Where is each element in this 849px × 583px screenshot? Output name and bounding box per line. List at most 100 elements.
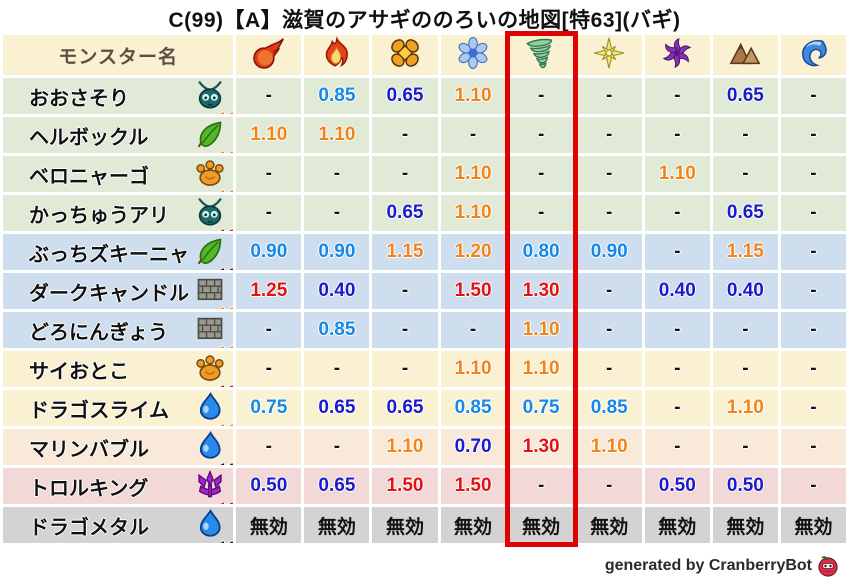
resistance-value: 1.50 [454,475,492,496]
resistance-value: - [674,319,681,340]
resistance-value: 無効 [590,516,629,538]
resistance-value: - [606,319,613,340]
value-cell: 1.10 [508,312,574,348]
resistance-value: - [537,163,545,184]
table-row: どろにんぎょう 1.1 - 0.85 - - 1.10 - - - - [3,312,846,348]
resistance-value: - [674,85,681,106]
resistance-value: - [401,124,409,145]
value-cell: 0.65 [304,468,370,504]
resistance-value: 1.10 [454,163,492,184]
resistance-table: モンスター名 おおさそり1.1-0.850.651.10---0.65-ヘルボッ… [0,32,849,546]
monster-name-cell: かっちゅうアリ 1.2 [3,195,234,231]
resistance-value: - [742,358,749,379]
resistance-value: 0.80 [522,241,560,262]
resistance-value: - [265,358,272,379]
ice-icon [456,36,490,70]
resistance-value: - [674,436,681,457]
value-cell: - [372,117,438,153]
value-cell: - [236,312,302,348]
value-cell: 1.10 [304,117,370,153]
resistance-value: 1.10 [590,436,628,457]
resistance-value: 1.10 [522,358,560,379]
resistance-value: - [810,280,817,301]
brick-icon: 1.1 [195,275,233,309]
resistance-value: 0.65 [386,397,424,418]
resistance-value: - [265,319,272,340]
value-cell: 0.50 [644,468,710,504]
resistance-value: 0.65 [726,85,764,106]
table-row: ぶっちズキーニャ 1.0 0.90 0.90 1.15 1.20 0.80 0.90 - 1.15… [3,234,846,270]
value-cell: - [644,78,710,114]
value-cell: - [576,195,642,231]
value-cell: 1.50 [372,468,438,504]
table-row: ヘルボックル 1.1 1.10 1.10 - - - - - - - [3,117,846,153]
resistance-value: - [401,319,409,340]
table-row: ベロニャーゴ 1.1 - - - 1.10 - - 1.10 - - [3,156,846,192]
resistance-value: - [401,358,409,379]
slime-icon: 1.0 [195,509,233,543]
value-cell: 無効 [236,507,302,543]
value-cell: - [372,312,438,348]
value-cell: 1.10 [440,195,506,231]
table-row: マリンバブル 1.0 - - 1.10 0.70 1.30 1.10 - - - [3,429,846,465]
monster-name-cell: ドラゴメタル 1.0 [3,507,234,543]
leaf-icon: 1.1 [195,119,233,153]
monster-name-cell: ドラゴスライム 1.1 [3,390,234,426]
resistance-value: - [742,319,749,340]
value-cell: - [644,195,710,231]
value-cell: 1.10 [440,156,506,192]
table-row: サイおとこ 1.2 - - - 1.10 1.10 - - - - [3,351,846,387]
resistance-value: - [333,163,341,184]
resistance-value: 0.85 [590,397,628,418]
monster-name-cell: マリンバブル 1.0 [3,429,234,465]
paw-icon: 1.1 [195,158,233,192]
resistance-value: - [401,280,409,301]
value-cell: 1.15 [712,234,778,270]
resistance-value: 無効 [794,516,833,538]
demon-icon: 1.2 [195,470,233,504]
value-cell: - [440,312,506,348]
resistance-value: 1.25 [250,280,288,301]
value-cell: 0.65 [712,78,778,114]
value-cell: 0.80 [508,234,574,270]
monster-name: どろにんぎょう [29,321,168,344]
value-cell: 0.50 [236,468,302,504]
value-cell: 無効 [712,507,778,543]
paw-icon: 1.2 [195,353,233,387]
monster-name: かっちゅうアリ [29,204,169,227]
value-cell: 無効 [304,507,370,543]
table-row: トロルキング 1.2 0.50 0.65 1.50 1.50 - - 0.50 0.50 - [3,468,846,504]
resistance-value: 0.90 [318,241,356,262]
resistance-value: 0.85 [318,85,356,106]
resistance-value: 0.90 [590,241,628,262]
value-cell: - [576,78,642,114]
value-cell: 1.50 [440,468,506,504]
value-cell: - [236,429,302,465]
value-cell: - [780,234,846,270]
value-cell: 1.10 [236,117,302,153]
value-cell: 0.65 [372,78,438,114]
resistance-value: 1.50 [454,280,492,301]
spark-icon [592,36,626,70]
brick-icon: 1.1 [195,314,233,348]
value-cell: - [576,273,642,309]
resistance-value: - [674,124,681,145]
value-cell: - [304,195,370,231]
value-cell: - [644,429,710,465]
value-cell: 無効 [644,507,710,543]
value-cell: - [508,117,574,153]
value-cell: - [712,351,778,387]
resistance-value: - [537,85,545,106]
monster-name-header: モンスター名 [3,35,234,75]
element-header [304,35,370,75]
resistance-value: - [265,85,272,106]
resistance-value: - [742,124,749,145]
resistance-value: - [537,124,545,145]
resistance-value: 0.75 [250,397,288,418]
resistance-value: - [810,124,817,145]
value-cell: 1.30 [508,429,574,465]
monster-name: サイおとこ [29,360,129,383]
resistance-value: 0.65 [318,475,356,496]
resistance-value: 0.40 [726,280,764,301]
resistance-value: 0.70 [454,436,492,457]
